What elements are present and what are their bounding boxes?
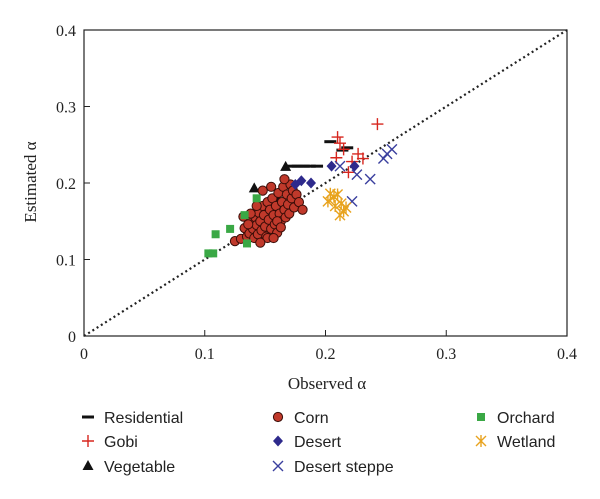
desert-point: [349, 160, 360, 172]
x-tick-label: 0.4: [557, 346, 577, 363]
x-tick-label: 0: [80, 346, 88, 363]
legend-label-wetland: Wetland: [497, 434, 555, 451]
legend-label-vegetable: Vegetable: [104, 459, 175, 476]
series-desert-steppe: [334, 143, 398, 207]
corn-point: [297, 204, 308, 215]
desert-steppe-point: [351, 169, 363, 181]
legend-item-desert: Desert: [273, 434, 342, 451]
legend-label-gobi: Gobi: [104, 434, 138, 451]
wetland-point: [334, 209, 346, 222]
corn-point: [275, 222, 286, 233]
legend-marker-desert: [273, 435, 283, 447]
vegetable-point: [248, 182, 260, 193]
corn-point: [266, 181, 277, 192]
orchard-point: [204, 249, 213, 258]
one-to-one-line: [83, 29, 568, 337]
orchard-point: [209, 249, 218, 258]
x-tick-label: 0.1: [195, 346, 215, 363]
gobi-point: [331, 131, 344, 144]
legend-label-corn: Corn: [294, 410, 329, 427]
legend-item-gobi: Gobi: [82, 434, 138, 451]
wetland-point: [329, 199, 341, 212]
legend-marker-vegetable: [82, 460, 94, 470]
wetland-point: [335, 197, 347, 210]
legend-marker-orchard: [477, 413, 485, 421]
orchard-point: [226, 224, 235, 233]
series-orchard: [204, 194, 261, 258]
orchard-point: [252, 194, 261, 203]
gobi-point: [333, 137, 346, 150]
legend-item-corn: Corn: [272, 410, 329, 427]
legend-marker-desert-steppe: [272, 460, 284, 472]
legend: Residential Gobi Vegetable Corn Desert Desert…: [82, 410, 555, 476]
y-tick-label: 0.1: [56, 253, 76, 270]
series-desert: [290, 160, 360, 191]
x-tick-label: 0.3: [436, 346, 456, 363]
series-wetland: [322, 187, 352, 222]
desert-point: [306, 177, 317, 189]
legend-label-desert-steppe: Desert steppe: [294, 459, 394, 476]
y-axis-title: Estimated α: [21, 141, 40, 222]
gobi-point: [337, 143, 350, 156]
series-gobi: [330, 118, 384, 179]
x-tick-label: 0.2: [316, 346, 336, 363]
legend-item-wetland: Wetland: [475, 434, 555, 451]
corn-point: [268, 232, 279, 244]
desert-steppe-point: [334, 160, 346, 172]
legend-marker-wetland: [475, 435, 487, 447]
corn-point: [243, 219, 254, 230]
y-tick-label: 0.2: [56, 176, 76, 193]
x-axis-title: Observed α: [288, 374, 366, 393]
gobi-point: [356, 152, 369, 165]
wetland-point: [340, 201, 352, 214]
desert-steppe-point: [386, 143, 398, 155]
y-tick-label: 0.4: [56, 23, 76, 40]
desert-steppe-point: [364, 173, 376, 185]
orchard-point: [211, 230, 220, 239]
legend-marker-gobi: [82, 435, 94, 447]
wetland-point: [322, 195, 334, 208]
y-tick-label: 0.3: [56, 100, 76, 117]
series-corn: [229, 174, 308, 248]
corn-point: [279, 174, 290, 185]
orchard-point: [243, 239, 252, 248]
corn-point: [255, 237, 266, 248]
tick-labels: 0 0.1 0.2 0.3 0.4 0 0.1 0.2 0.3 0.4: [56, 23, 577, 363]
data-points: [204, 118, 398, 258]
desert-point: [296, 175, 307, 187]
desert-point: [326, 160, 337, 172]
legend-marker-corn: [272, 411, 284, 423]
orchard-point: [240, 211, 249, 220]
gobi-point: [371, 118, 384, 131]
vegetable-point: [280, 160, 292, 171]
y-tick-label: 0: [68, 329, 76, 346]
gobi-point: [342, 166, 355, 179]
legend-label-residential: Residential: [104, 410, 183, 427]
corn-point: [251, 200, 262, 212]
legend-item-orchard: Orchard: [477, 410, 555, 427]
legend-item-desert-steppe: Desert steppe: [272, 459, 394, 476]
legend-label-desert: Desert: [294, 434, 342, 451]
plot-frame: [83, 29, 568, 337]
legend-item-residential: Residential: [82, 410, 183, 427]
corn-point: [257, 185, 268, 196]
legend-item-vegetable: Vegetable: [82, 459, 175, 476]
legend-label-orchard: Orchard: [497, 410, 555, 427]
